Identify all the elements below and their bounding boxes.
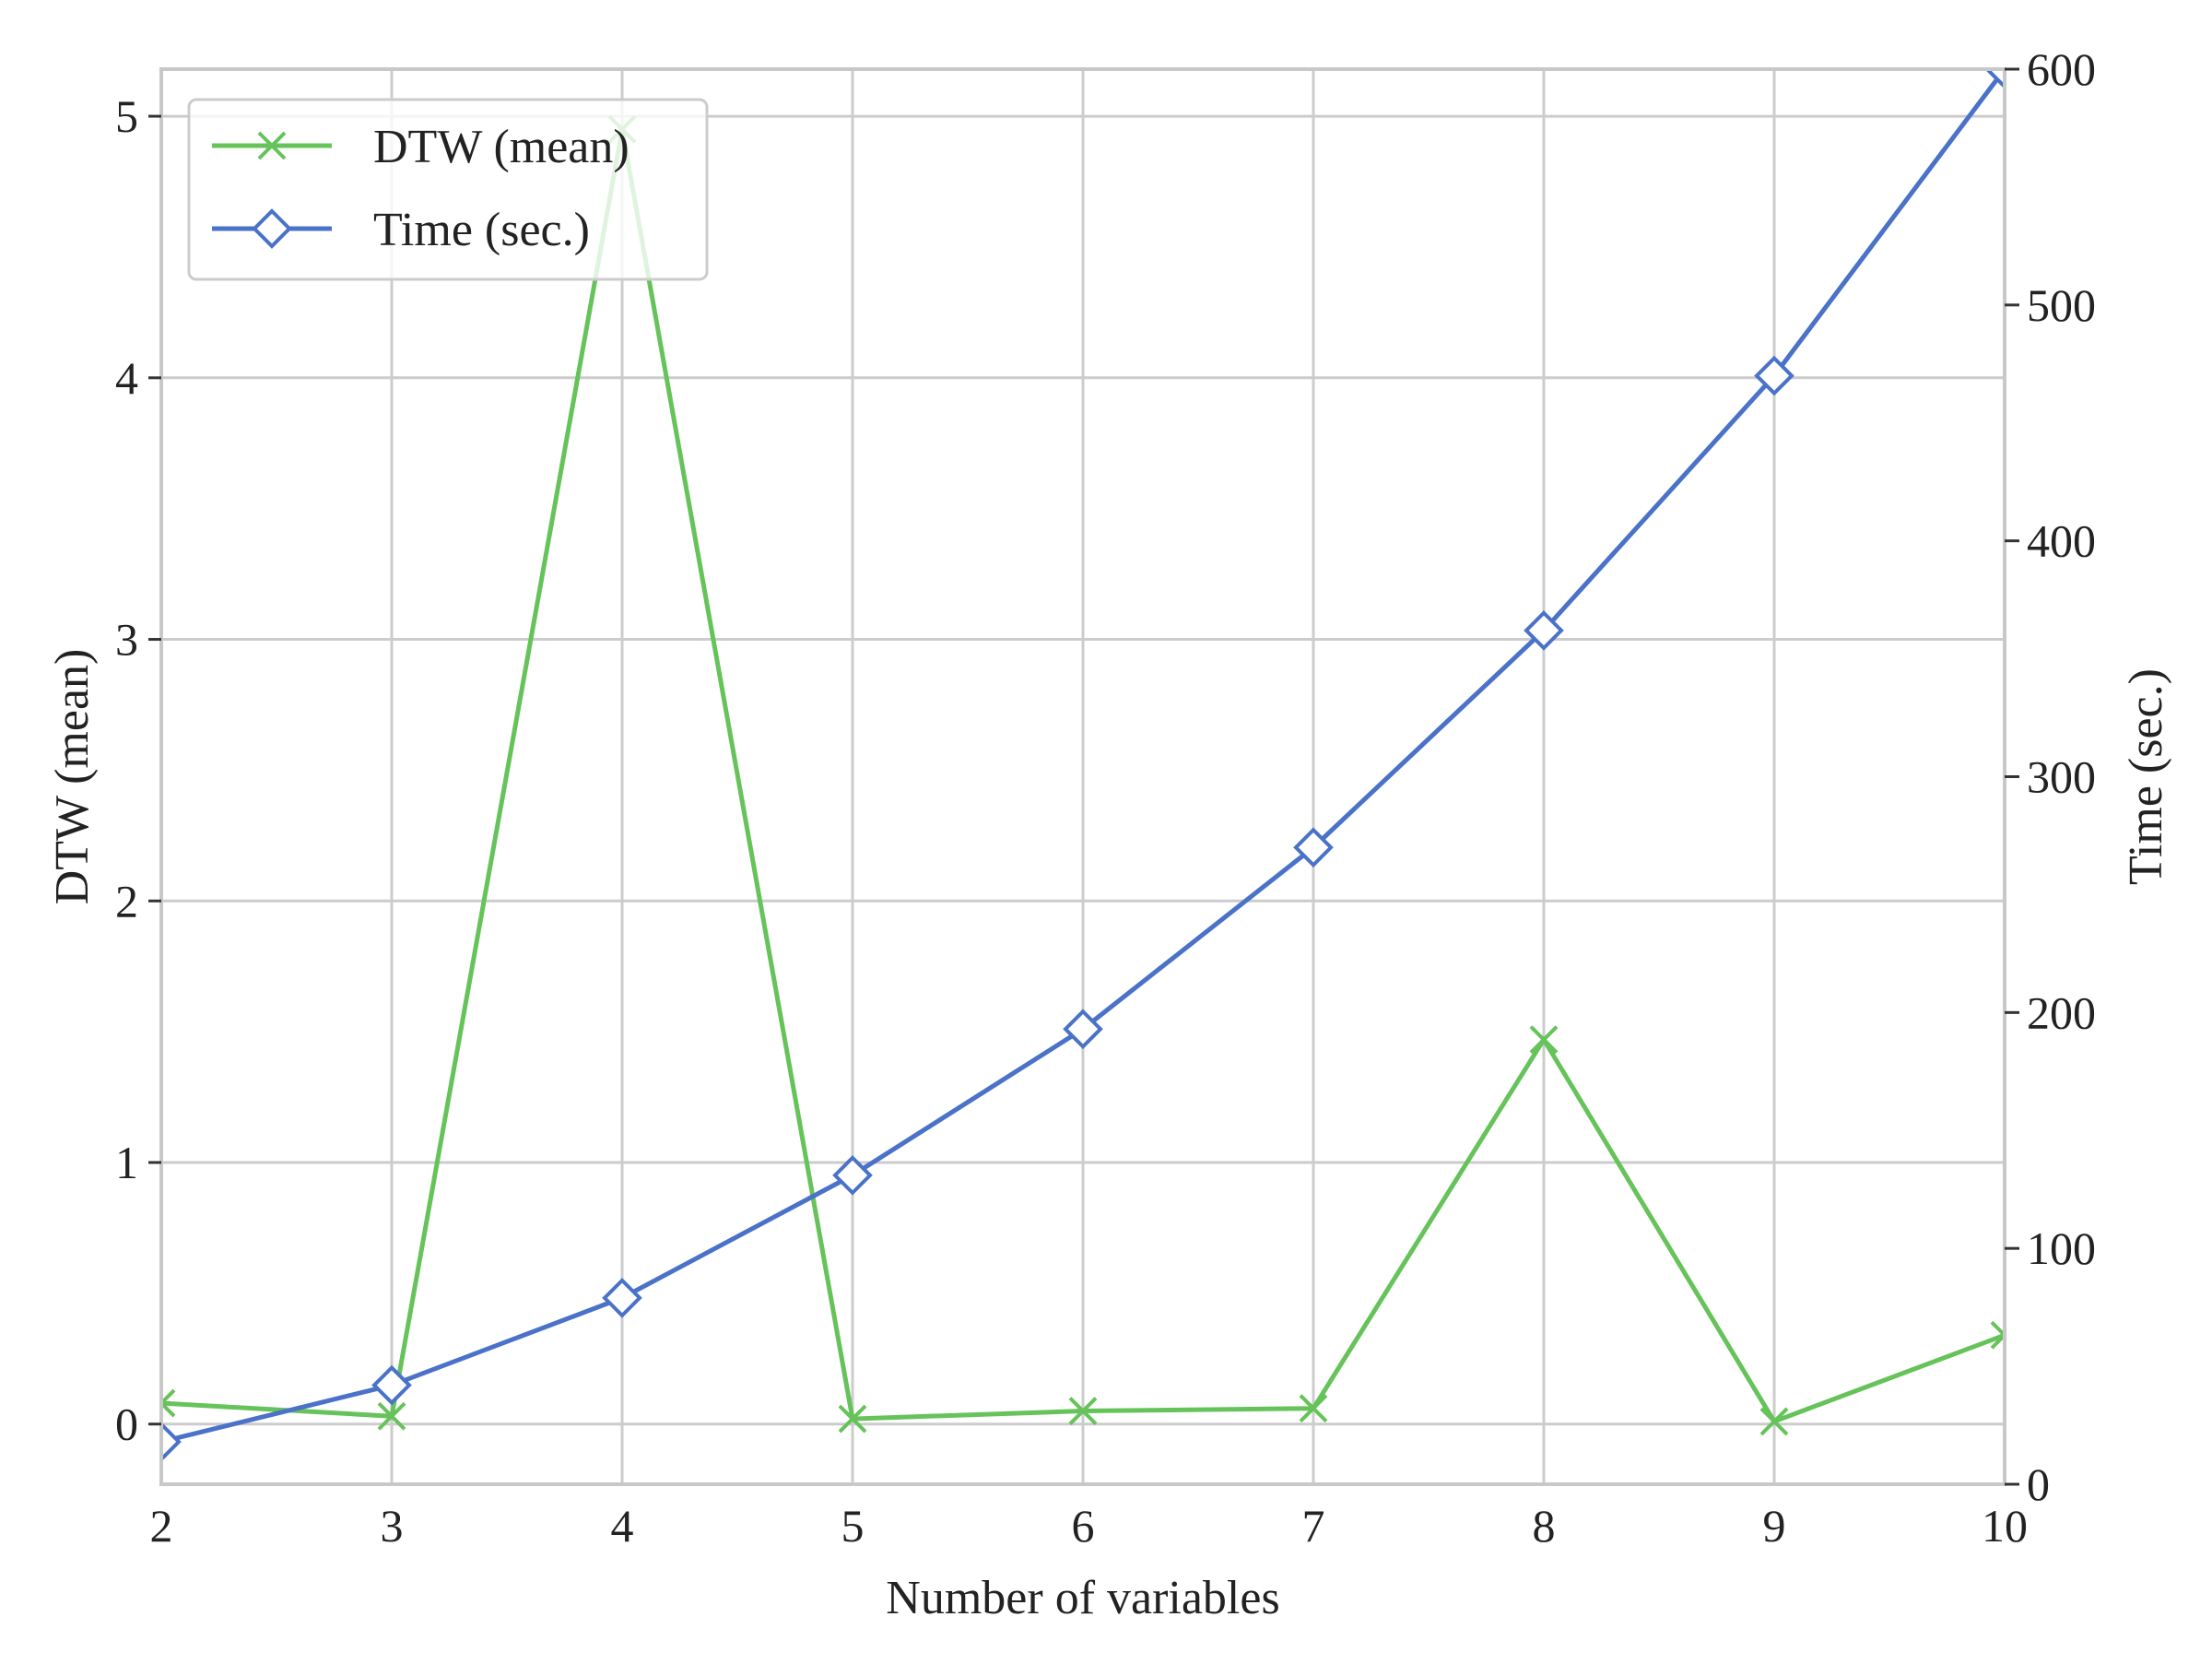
x-axis-title: Number of variables xyxy=(886,1572,1279,1624)
y-left-tick-label: 1 xyxy=(115,1137,138,1188)
grid-lines xyxy=(159,69,2006,1484)
y-right-tick-label: 300 xyxy=(2027,751,2096,803)
y-right-tick-label: 600 xyxy=(2027,43,2096,95)
y-right-tick-label: 500 xyxy=(2027,279,2096,331)
data-point-x-marker xyxy=(1299,1394,1328,1423)
marker-stroke xyxy=(377,1401,406,1431)
marker-stroke xyxy=(1990,1320,2005,1339)
data-point-diamond-marker xyxy=(1063,1009,1103,1050)
y-left-tick-label: 4 xyxy=(115,352,138,404)
y-right-tick-label: 100 xyxy=(2027,1222,2096,1274)
marker-stroke xyxy=(257,131,287,160)
y-left-tick-label: 0 xyxy=(115,1398,138,1450)
marker-stroke xyxy=(161,1400,176,1418)
x-tick-label: 2 xyxy=(150,1500,173,1552)
data-point-diamond-marker xyxy=(602,1278,642,1318)
data-point-diamond-marker xyxy=(1293,827,1334,868)
legend-label-time: Time (sec.) xyxy=(373,204,590,256)
x-tick-label: 10 xyxy=(1982,1500,2028,1552)
data-point-diamond-marker xyxy=(1984,69,2005,89)
x-tick-label: 7 xyxy=(1302,1500,1325,1552)
legend-diamond-marker xyxy=(252,208,292,249)
legend-marker-time xyxy=(252,208,292,249)
y-axis-left-title: DTW (mean) xyxy=(46,649,99,905)
data-point-x-marker xyxy=(1990,1320,2005,1350)
data-point-x-marker xyxy=(161,1388,176,1418)
x-tick-label: 6 xyxy=(1072,1500,1095,1552)
y-right-tick-label: 400 xyxy=(2027,515,2096,567)
marker-stroke xyxy=(161,1388,176,1406)
data-point-diamond-marker xyxy=(1754,355,1794,396)
y-right-tick-label: 200 xyxy=(2027,986,2096,1038)
series-layer xyxy=(161,69,2005,1462)
data-point-diamond-marker xyxy=(1524,610,1564,651)
marker-stroke xyxy=(838,1404,867,1434)
data-point-diamond-marker xyxy=(832,1155,873,1196)
legend: DTW (mean) Time (sec.) xyxy=(187,98,709,281)
y-left-tick-label: 2 xyxy=(115,875,138,926)
marker-stroke xyxy=(1759,1407,1789,1436)
data-point-diamond-marker xyxy=(161,1422,182,1462)
data-point-x-marker xyxy=(1759,1407,1789,1436)
marker-stroke xyxy=(1529,1025,1559,1055)
data-point-x-marker xyxy=(1068,1397,1098,1425)
legend-label-dtw: DTW (mean) xyxy=(373,121,629,173)
series-time xyxy=(161,69,2005,1462)
x-tick-label: 9 xyxy=(1763,1500,1786,1552)
marker-stroke xyxy=(1990,1332,2005,1350)
y-axis-right-title: Time (sec.) xyxy=(2120,668,2172,885)
data-point-x-marker xyxy=(838,1404,867,1434)
legend-x-marker xyxy=(257,131,287,160)
y-right-tick-label: 0 xyxy=(2027,1458,2050,1510)
series-dtw xyxy=(161,114,2005,1436)
x-tick-label: 5 xyxy=(841,1500,865,1552)
data-point-x-marker xyxy=(377,1401,406,1431)
legend-marker-dtw xyxy=(257,131,287,160)
x-tick-label: 3 xyxy=(381,1500,404,1552)
x-tick-label: 8 xyxy=(1533,1500,1556,1552)
y-left-tick-label: 5 xyxy=(115,90,138,142)
y-left-tick-label: 3 xyxy=(115,614,138,666)
data-point-diamond-marker xyxy=(371,1364,412,1406)
marker-stroke xyxy=(1068,1397,1098,1425)
marker-stroke xyxy=(1299,1394,1328,1423)
data-point-x-marker xyxy=(1529,1025,1559,1055)
x-tick-label: 4 xyxy=(611,1500,634,1552)
